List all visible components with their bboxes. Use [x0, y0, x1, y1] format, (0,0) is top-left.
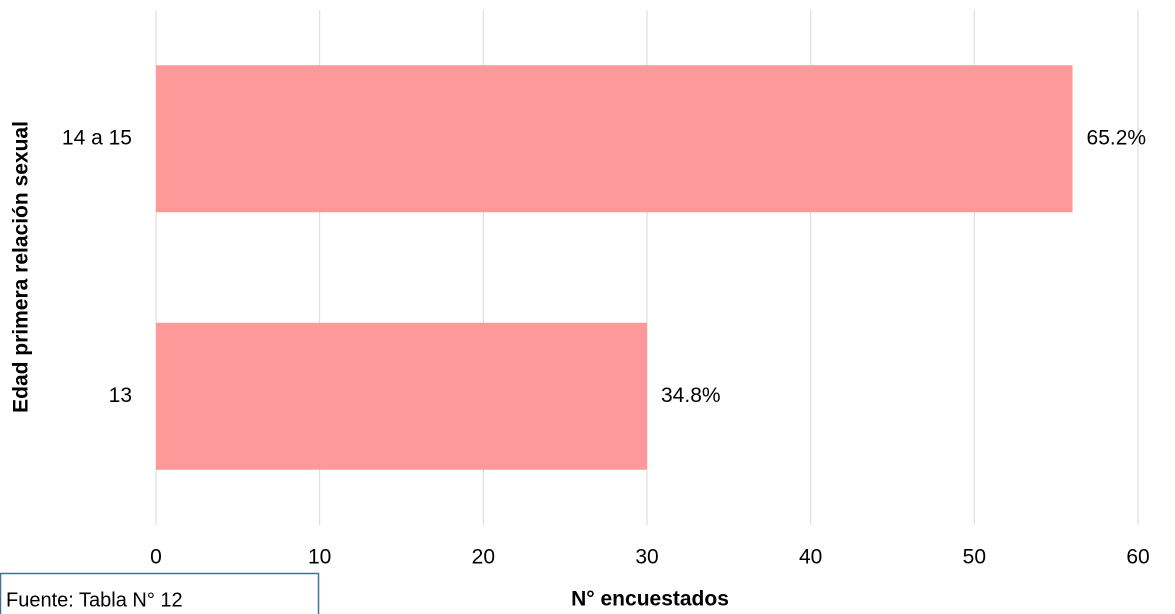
source-box [0, 572, 320, 614]
x-tick-label: 10 [308, 546, 331, 569]
source-text: Fuente: Tabla N° 12 [6, 589, 183, 611]
x-axis-label: N° encuestados [571, 588, 729, 611]
x-tick-label: 50 [963, 546, 986, 569]
data-label: 65.2% [1087, 126, 1147, 149]
y-tick-label: 13 [109, 384, 132, 407]
bar [156, 65, 1073, 213]
x-tick-label: 60 [1126, 546, 1149, 569]
y-axis-label: Edad primera relación sexual [10, 121, 33, 413]
x-tick-label: 30 [635, 546, 658, 569]
x-tick-label: 20 [472, 546, 495, 569]
data-label: 34.8% [661, 384, 721, 407]
x-tick-label: 0 [150, 546, 162, 569]
bar [156, 322, 647, 470]
x-tick-label: 40 [799, 546, 822, 569]
y-tick-label: 14 a 15 [62, 126, 132, 149]
